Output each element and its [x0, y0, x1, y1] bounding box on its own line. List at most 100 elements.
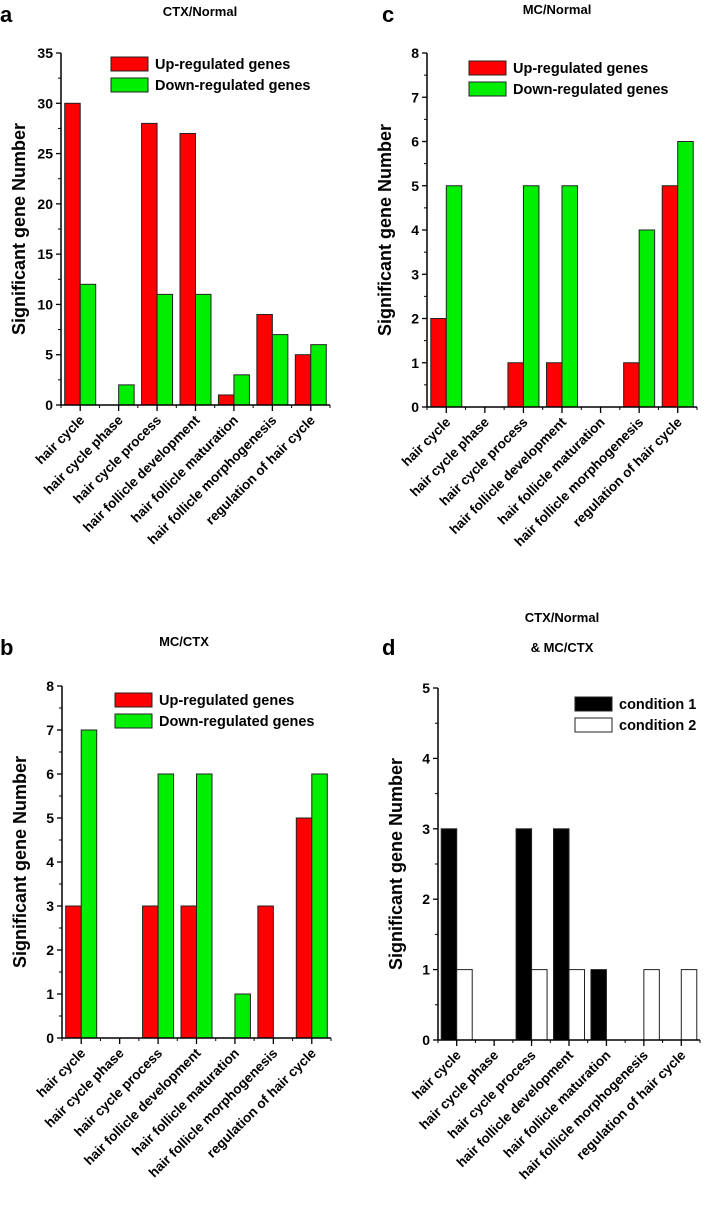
y-tick-label: 0 [46, 1030, 54, 1046]
chart-title: MC/Normal [523, 2, 592, 17]
chart-title: CTX/Normal [163, 4, 237, 19]
y-tick-label: 4 [422, 750, 430, 766]
bar-a-s1-c6 [310, 344, 327, 406]
bar-a-s0-c5 [256, 313, 273, 406]
y-tick-label: 1 [422, 962, 430, 978]
legend-label: Down-regulated genes [155, 78, 311, 94]
y-tick-label: 10 [37, 296, 53, 312]
y-tick-label: 8 [411, 45, 419, 61]
bar-c-s1-c3 [561, 185, 578, 408]
bar-d-s1-c0 [456, 969, 473, 1041]
bar-c-s0-c0 [430, 318, 447, 408]
legend-label: Down-regulated genes [513, 82, 669, 98]
legend-swatch [110, 77, 149, 93]
bar-b-s0-c0 [65, 905, 82, 1039]
y-tick-label: 15 [37, 246, 53, 262]
bar-a-s1-c4 [233, 374, 250, 406]
y-tick-label: 3 [411, 266, 419, 282]
y-axis-label: Significant gene Number [375, 124, 395, 336]
bar-d-s1-c6 [680, 969, 698, 1041]
bar-b-s1-c6 [311, 773, 328, 1039]
legend-swatch [468, 60, 507, 76]
y-tick-label: 6 [411, 134, 419, 150]
y-tick-label: 5 [411, 178, 419, 194]
bar-a-s0-c3 [179, 132, 196, 406]
legend-label: Down-regulated genes [159, 714, 315, 730]
bar-b-s0-c6 [295, 817, 313, 1039]
y-tick-label: 5 [45, 347, 53, 363]
chart-title: CTX/Normal [525, 610, 599, 625]
y-tick-label: 35 [37, 45, 53, 61]
bar-c-s0-c3 [546, 362, 563, 408]
legend-label: Up-regulated genes [159, 693, 294, 709]
bar-c-s1-c2 [522, 185, 540, 408]
bar-b-s1-c2 [157, 773, 175, 1039]
y-tick-label: 6 [46, 766, 54, 782]
bar-b-s0-c2 [142, 905, 159, 1039]
bar-b-s1-c0 [80, 729, 98, 1039]
legend-label: condition 2 [619, 718, 696, 734]
y-tick-label: 4 [46, 854, 54, 870]
y-tick-label: 4 [411, 222, 419, 238]
bar-d-s0-c0 [440, 828, 458, 1041]
bar-c-s1-c6 [677, 141, 694, 408]
bar-a-s0-c6 [294, 354, 312, 406]
bar-a-s1-c1 [118, 384, 135, 406]
y-axis-label: Significant gene Number [10, 756, 30, 968]
y-tick-label: 2 [46, 942, 54, 958]
bar-a-s0-c0 [64, 102, 81, 406]
y-axis-label: Significant gene Number [386, 758, 406, 970]
y-tick-label: 3 [46, 898, 54, 914]
bar-c-s0-c2 [507, 362, 524, 408]
bar-a-s0-c4 [217, 394, 235, 406]
panel-letter: d [382, 635, 395, 660]
bar-d-s0-c2 [515, 828, 533, 1041]
y-tick-label: 7 [411, 89, 419, 105]
y-tick-label: 1 [411, 355, 419, 371]
bar-d-s1-c2 [531, 969, 548, 1041]
y-tick-label: 0 [45, 397, 53, 413]
legend-label: Up-regulated genes [155, 57, 290, 73]
panel-d: d CTX/Normal & MC/CTX Significant gene Numb… [382, 610, 701, 1182]
y-tick-label: 3 [422, 821, 430, 837]
y-tick-label: 25 [37, 146, 53, 162]
bar-a-s1-c5 [271, 334, 289, 406]
bar-d-s1-c3 [568, 969, 585, 1041]
legend-swatch [110, 56, 149, 72]
y-tick-label: 0 [422, 1032, 430, 1048]
panel-letter: c [382, 2, 394, 27]
panel-a: a CTX/Normal Significant gene Number 0 5 10 15… [0, 2, 331, 547]
bar-d-s1-c5 [643, 969, 660, 1041]
y-axis-label: Significant gene Number [9, 123, 29, 335]
y-tick-label: 2 [422, 891, 430, 907]
bar-a-s0-c2 [141, 122, 158, 406]
bar-b-s1-c3 [196, 773, 213, 1039]
bar-d-s0-c3 [553, 828, 570, 1041]
panel-letter: b [0, 635, 13, 660]
panel-letter: a [0, 2, 13, 27]
y-tick-label: 7 [46, 722, 54, 738]
bar-c-s0-c5 [623, 362, 640, 408]
bar-a-s1-c2 [156, 293, 174, 406]
y-tick-label: 1 [46, 986, 54, 1002]
chart-title: MC/CTX [159, 634, 209, 649]
legend-swatch [574, 696, 613, 712]
bar-b-s0-c5 [257, 905, 274, 1039]
legend-swatch [114, 692, 153, 708]
chart-subtitle: & MC/CTX [531, 640, 594, 655]
y-tick-label: 5 [46, 810, 54, 826]
bar-a-s1-c0 [79, 283, 97, 406]
legend-label: condition 1 [619, 697, 696, 713]
y-tick-label: 8 [46, 678, 54, 694]
bar-d-s0-c4 [590, 969, 607, 1041]
legend-swatch [574, 717, 613, 733]
bar-c-s0-c6 [661, 185, 679, 408]
panel-c: c MC/Normal Significant gene Number 0 1 2 3 4 5 6… [375, 2, 698, 549]
bar-c-s1-c0 [445, 185, 463, 408]
y-tick-label: 5 [422, 680, 430, 696]
legend-swatch [114, 713, 153, 729]
y-tick-label: 2 [411, 311, 419, 327]
legend-swatch [468, 81, 507, 97]
